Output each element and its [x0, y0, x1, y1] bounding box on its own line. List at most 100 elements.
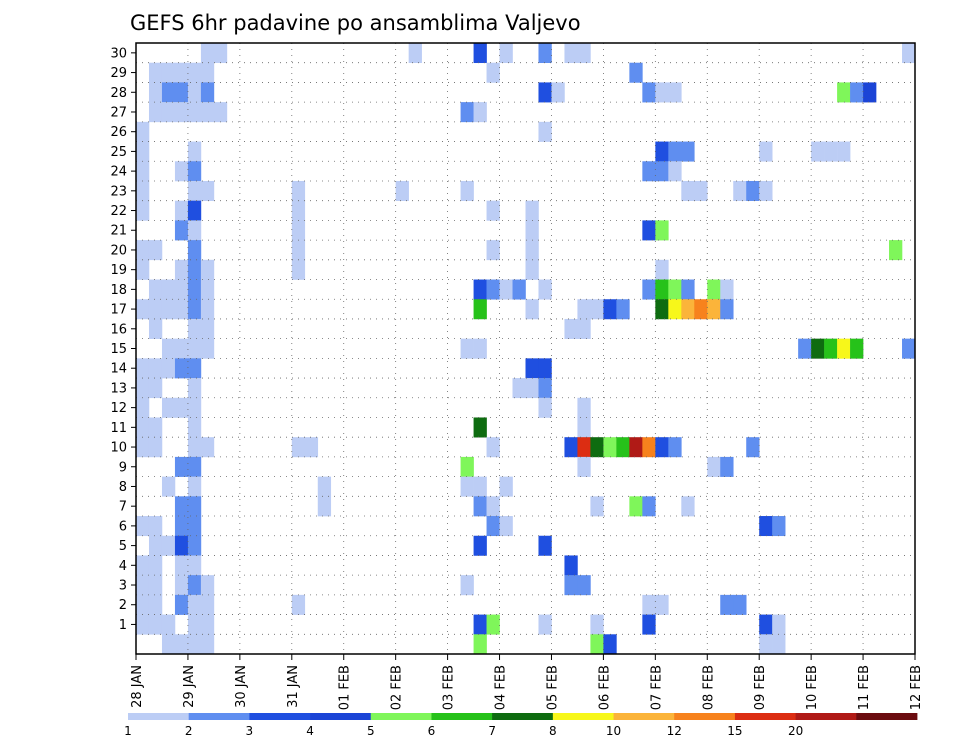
heatmap-cell [720, 594, 734, 615]
heatmap-cell [642, 220, 656, 241]
heatmap-cell [148, 240, 163, 261]
heatmap-cell [837, 338, 851, 359]
heatmap-cell [136, 594, 150, 615]
heatmap-cell [136, 299, 150, 320]
heatmap-cell [746, 437, 760, 458]
heatmap-cell [174, 516, 189, 537]
heatmap-cell [187, 476, 202, 497]
heatmap-cell [668, 161, 682, 182]
colorbar-swatch [674, 713, 736, 720]
heatmap-cell [616, 299, 630, 320]
heatmap-cell [200, 299, 215, 320]
y-tick-label: 27 [110, 105, 127, 120]
heatmap-cell [187, 496, 202, 517]
x-tick-label: 08 FEB [701, 665, 716, 710]
heatmap-cell [655, 220, 669, 241]
heatmap-cell [473, 279, 487, 300]
heatmap-cell [798, 338, 812, 359]
heatmap-cell [538, 358, 552, 379]
y-tick-label: 21 [110, 224, 127, 239]
heatmap-cell [291, 594, 306, 615]
x-tick-label: 02 FEB [390, 665, 405, 710]
heatmap-cell [577, 437, 591, 458]
y-tick-label: 20 [110, 243, 127, 258]
heatmap-cell [486, 240, 500, 261]
heatmap-cell [733, 594, 747, 615]
heatmap-cell [291, 240, 306, 261]
heatmap-cell [460, 180, 474, 201]
heatmap-cell [642, 437, 656, 458]
heatmap-cell [837, 141, 851, 162]
heatmap-cell [538, 614, 552, 635]
heatmap-cell [148, 555, 163, 576]
heatmap-cell [590, 437, 604, 458]
heatmap-cell [174, 299, 189, 320]
heatmap-cell [655, 259, 669, 280]
heatmap-cell [668, 279, 682, 300]
colorbar-swatch [128, 713, 190, 720]
heatmap-cell [850, 82, 864, 103]
heatmap-cell [161, 634, 176, 655]
heatmap-cell [174, 594, 189, 615]
heatmap-cell [187, 397, 202, 418]
heatmap-cell [187, 378, 202, 399]
heatmap-cell [291, 220, 306, 241]
heatmap-cell [668, 437, 682, 458]
colorbar-label: 2 [185, 724, 193, 738]
heatmap-cell [811, 141, 825, 162]
heatmap-cell [136, 240, 150, 261]
y-tick-label: 29 [110, 66, 127, 81]
heatmap-cell [148, 437, 163, 458]
heatmap-cell [473, 43, 487, 64]
heatmap-cell [161, 279, 176, 300]
y-tick-label: 8 [119, 480, 127, 495]
heatmap-cell [603, 437, 617, 458]
heatmap-cell [668, 141, 682, 162]
heatmap-cell [161, 102, 176, 123]
y-tick-label: 22 [110, 204, 127, 219]
heatmap-cell [538, 43, 552, 64]
heatmap-cell [200, 62, 215, 83]
colorbar-swatch [188, 713, 250, 720]
colorbar-label: 8 [549, 724, 557, 738]
heatmap-cells [136, 43, 916, 655]
heatmap-cell [174, 634, 189, 655]
x-tick-label: 05 FEB [545, 665, 560, 710]
chart-title: GEFS 6hr padavine po ansamblima Valjevo [130, 11, 581, 35]
y-tick-label: 6 [119, 519, 127, 534]
y-tick-label: 5 [119, 539, 127, 554]
heatmap-cell [148, 358, 163, 379]
heatmap-cell [187, 417, 202, 438]
heatmap-cell [538, 535, 552, 556]
heatmap-cell [187, 141, 202, 162]
heatmap-cell [811, 338, 825, 359]
heatmap-cell [174, 220, 189, 241]
y-tick-label: 26 [110, 125, 127, 140]
heatmap-cell [538, 121, 552, 142]
heatmap-cell [499, 516, 513, 537]
heatmap-cell [174, 338, 189, 359]
heatmap-cell [694, 299, 708, 320]
heatmap-cell [187, 437, 202, 458]
x-tick-label: 04 FEB [494, 665, 509, 710]
heatmap-cell [200, 437, 215, 458]
heatmap-cell [590, 299, 604, 320]
colorbar-swatch [370, 713, 432, 720]
heatmap-cell [681, 279, 695, 300]
colorbar-swatch [856, 713, 918, 720]
heatmap-cell [213, 43, 228, 64]
heatmap-cell [187, 614, 202, 635]
colorbar-swatch [734, 713, 797, 720]
heatmap-cell [473, 614, 487, 635]
y-tick-label: 14 [110, 362, 127, 377]
heatmap-cell [174, 200, 189, 221]
colorbar-swatch [249, 713, 311, 720]
heatmap-cell [187, 82, 202, 103]
y-tick-label: 18 [110, 283, 127, 298]
heatmap-cell [525, 220, 539, 241]
y-tick-label: 15 [110, 342, 127, 357]
heatmap-cell [187, 102, 202, 123]
heatmap-cell [863, 82, 877, 103]
heatmap-cell [642, 161, 656, 182]
y-tick-label: 3 [119, 579, 127, 594]
